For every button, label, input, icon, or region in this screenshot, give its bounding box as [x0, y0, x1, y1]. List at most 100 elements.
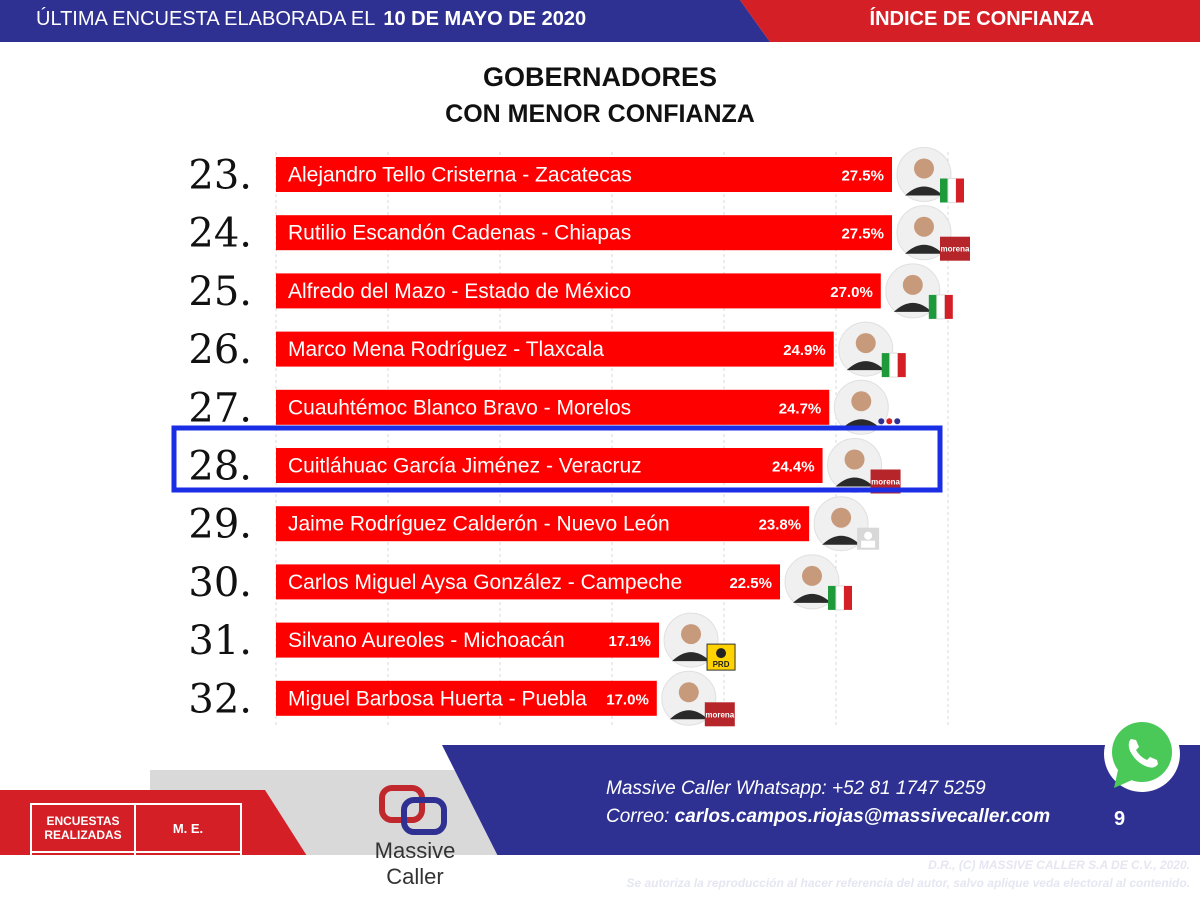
party-badge-person-body	[861, 540, 876, 548]
party-badge-green	[881, 353, 890, 378]
bar	[276, 215, 892, 251]
bar-label: Alejandro Tello Cristerna - Zacatecas	[288, 164, 632, 187]
bar	[276, 448, 823, 483]
logo-name: Massive Caller	[374, 838, 456, 889]
avatar-face	[914, 216, 934, 237]
avatar-body	[672, 652, 711, 662]
bar-label: Silvano Aureoles - Michoacán	[288, 629, 565, 652]
bar-label: Carlos Miguel Aysa González - Campeche	[288, 571, 682, 594]
bar-label: Marco Mena Rodríguez - Tlaxcala	[288, 338, 604, 361]
rank-label: 30.	[188, 560, 252, 606]
rank-label: 23.	[188, 153, 252, 199]
avatar-face	[855, 333, 876, 354]
data-label: 27.5%	[841, 168, 884, 185]
whatsapp-number[interactable]: +52 81 1747 5259	[831, 778, 986, 799]
email-label: Correo:	[606, 806, 670, 827]
bar-label: Cuitláhuac García Jiménez - Veracruz	[288, 455, 642, 478]
data-label: 17.0%	[606, 691, 649, 708]
data-label: 24.7%	[779, 400, 822, 417]
contact-email: Correo: carlos.campos.riojas@massivecall…	[606, 806, 1050, 828]
bar-chart: 23. Alejandro Tello Cristerna - Zacatecas…	[171, 147, 970, 727]
rank-label: 24.	[188, 211, 252, 257]
avatar-face	[902, 274, 923, 295]
bar-label: Rutilio Escandón Cadenas - Chiapas	[288, 222, 631, 245]
avatar-face	[831, 507, 852, 528]
party-badge-green	[928, 294, 937, 319]
bar	[276, 331, 834, 367]
logo-mark-icon	[379, 785, 447, 835]
section-title: ÍNDICE DE CONFIANZA	[869, 8, 1094, 30]
bar	[276, 622, 660, 658]
stats-header-surveys: ENCUESTAS REALIZADAS	[32, 805, 136, 853]
party-badge-white	[947, 178, 957, 203]
rank-label: 29.	[188, 502, 252, 548]
bar-label: Cuauhtémoc Blanco Bravo - Morelos	[288, 396, 631, 419]
rank-label: 25.	[188, 269, 252, 315]
survey-date: 10 DE MAYO DE 2020	[383, 8, 587, 30]
party-badge-dot	[894, 418, 901, 425]
party-badge-red	[956, 178, 964, 203]
massive-caller-logo: Massive Caller	[360, 778, 470, 898]
rank-label: 32.	[188, 676, 252, 722]
data-label: 24.9%	[783, 342, 826, 359]
rank-label: 31.	[188, 618, 252, 664]
avatar-body	[793, 593, 831, 603]
party-badge-white	[936, 294, 946, 320]
data-label: 27.5%	[841, 226, 884, 243]
chart-title: GOBERNADORES	[482, 62, 718, 92]
whatsapp-label: Massive Caller Whatsapp:	[606, 778, 827, 799]
avatar-body	[846, 361, 885, 371]
rank-label: 26.	[188, 327, 252, 373]
legal-line-1: D.R., (C) MASSIVE CALLER S.A DE C.V., 20…	[928, 858, 1190, 872]
party-badge-morena	[704, 702, 735, 727]
avatar-body	[905, 244, 943, 254]
chart-subtitle: CON MENOR CONFIANZA	[445, 100, 755, 128]
whatsapp-icon[interactable]	[1100, 712, 1186, 798]
party-badge-text: morena	[871, 478, 900, 487]
survey-date-label: ÚLTIMA ENCUESTA ELABORADA EL 10 DE MAYO D…	[36, 8, 586, 31]
bar-label: Jaime Rodríguez Calderón - Nuevo León	[288, 513, 670, 536]
data-label: 24.4%	[772, 459, 815, 476]
party-badge-green	[940, 178, 948, 203]
bar	[276, 157, 892, 192]
party-badge-red	[944, 294, 953, 319]
avatar-body	[905, 186, 943, 196]
avatar-body	[893, 302, 932, 312]
stats-header-margin: M. E.	[136, 805, 240, 853]
party-badge-red	[897, 353, 906, 378]
party-badge-sun	[716, 648, 727, 659]
bar	[276, 506, 810, 542]
rank-label: 28.	[188, 444, 252, 490]
bar	[276, 564, 780, 600]
party-badge-text: morena	[705, 710, 734, 719]
avatar-face	[681, 624, 702, 645]
bar-label: Miguel Barbosa Huerta - Puebla	[288, 687, 587, 710]
party-badge-dot	[878, 418, 885, 425]
header-background	[0, 0, 1200, 42]
contact-whatsapp: Massive Caller Whatsapp: +52 81 1747 525…	[606, 778, 986, 800]
data-label: 22.5%	[729, 575, 772, 592]
avatar-face	[844, 449, 865, 470]
stats-value-surveys: 1000	[32, 853, 136, 887]
header-bar: ÚLTIMA ENCUESTA ELABORADA EL 10 DE MAYO D…	[0, 0, 1200, 42]
avatar-body	[835, 477, 874, 487]
party-badge-red	[844, 585, 852, 610]
bar-label: Alfredo del Mazo - Estado de México	[288, 280, 631, 303]
party-badge-dot	[886, 418, 893, 425]
email-address[interactable]: carlos.campos.riojas@massivecaller.com	[674, 806, 1051, 827]
avatar-face	[802, 565, 822, 586]
avatar-face	[914, 158, 934, 179]
stats-value-margin: +/- 3.4%	[156, 860, 220, 879]
data-label: 27.0%	[830, 284, 873, 301]
bar	[276, 273, 881, 309]
page-number: 9	[1114, 808, 1126, 830]
survey-stats-table: ENCUESTAS REALIZADAS M. E. 1000 +/- 3.4%	[30, 803, 242, 889]
party-badge-morena	[940, 236, 970, 261]
avatar-face	[678, 682, 699, 703]
survey-label: ÚLTIMA ENCUESTA ELABORADA EL	[36, 8, 376, 30]
highlight-box	[171, 425, 943, 493]
rank-label: 27.	[188, 385, 252, 431]
party-badge-green	[828, 585, 836, 610]
legal-line-2: Se autoriza la reproducción al hacer ref…	[626, 876, 1190, 890]
avatar-face	[851, 391, 872, 412]
